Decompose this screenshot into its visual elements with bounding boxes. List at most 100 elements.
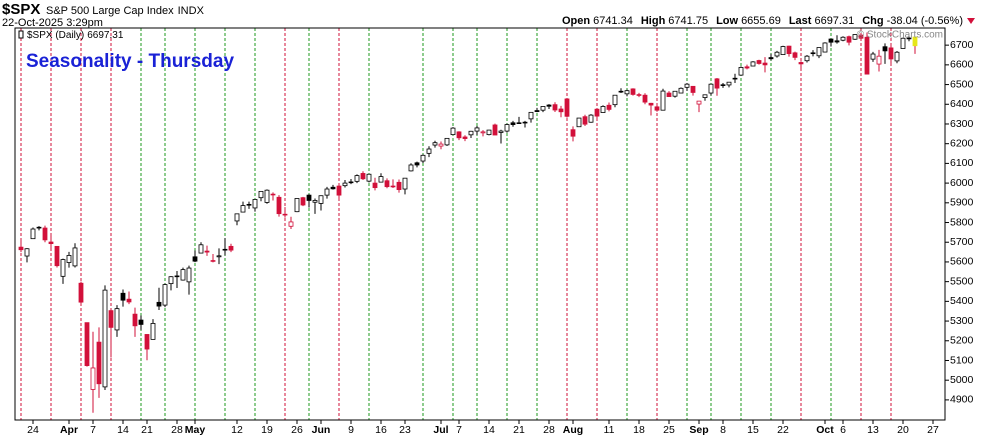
legend-label: $SPX (Daily) xyxy=(27,30,84,41)
candle-body xyxy=(864,36,870,75)
quote-note: (-0.56%) xyxy=(921,15,963,27)
quote-value: 6741.34 xyxy=(593,15,633,27)
candle-body xyxy=(210,260,216,262)
candle-body xyxy=(204,250,210,253)
legend-value: 6697.31 xyxy=(87,30,124,41)
x-tick-label: 6 xyxy=(840,424,846,436)
candle-body xyxy=(498,130,504,133)
candle-body xyxy=(330,186,336,190)
candle-body xyxy=(750,61,756,67)
candle-body xyxy=(180,269,186,281)
quote-label: High xyxy=(641,15,666,27)
y-tick-label: 6700 xyxy=(950,39,974,51)
legend: $SPX (Daily) 6697.31 xyxy=(27,30,124,41)
candle-body xyxy=(300,197,306,206)
candle-body xyxy=(336,185,342,196)
candle-body xyxy=(258,190,264,199)
y-tick-label: 5400 xyxy=(950,295,974,307)
candle-body xyxy=(654,106,660,111)
x-tick-label: 11 xyxy=(604,424,615,436)
candle-body xyxy=(42,227,48,241)
candle-body xyxy=(30,228,36,240)
x-tick-label: 23 xyxy=(399,424,411,436)
x-tick-label: Jul xyxy=(433,424,448,436)
candle-body xyxy=(882,46,888,52)
quote-label: Chg xyxy=(862,15,883,27)
candle-body xyxy=(492,124,498,136)
x-tick-label: 22 xyxy=(777,424,789,436)
y-tick-label: 5100 xyxy=(950,354,974,366)
candle-body xyxy=(642,94,648,103)
candle-body xyxy=(246,203,252,206)
candle-body xyxy=(156,301,162,307)
quote-label: Low xyxy=(716,15,738,27)
candle-body xyxy=(168,276,174,285)
candle-body xyxy=(72,247,78,267)
candle-body xyxy=(786,45,792,55)
candle-body xyxy=(672,90,678,97)
candle-body xyxy=(870,53,876,60)
x-tick-label: Oct xyxy=(816,424,834,436)
candle-body xyxy=(846,36,852,43)
symbol: $SPX xyxy=(2,1,40,18)
candle-body xyxy=(96,341,102,385)
candle-body xyxy=(540,106,546,111)
candle-body xyxy=(384,180,390,188)
down-arrow xyxy=(967,18,975,24)
candle-body xyxy=(780,46,786,56)
candle-body xyxy=(480,131,486,134)
y-tick-label: 6200 xyxy=(950,137,974,149)
x-tick-label: Jun xyxy=(312,424,331,436)
candle-body xyxy=(90,367,96,390)
candle-body xyxy=(162,284,168,306)
quote: Open 6741.34 High 6741.75 Low 6655.69 Last 6697… xyxy=(562,15,963,27)
candle-body xyxy=(318,195,324,204)
seasonality-lines xyxy=(20,28,892,420)
candle-body xyxy=(828,38,834,43)
candle-body xyxy=(696,100,702,105)
y-tick-label: 6500 xyxy=(950,78,974,90)
candle-body xyxy=(132,313,138,327)
y-tick-label: 5200 xyxy=(950,335,974,347)
candle-body xyxy=(402,177,408,190)
candle-body xyxy=(468,130,474,136)
candle-body xyxy=(396,181,402,191)
candle-body xyxy=(66,255,72,263)
x-tick-label: 12 xyxy=(231,424,243,436)
x-tick-label: Sep xyxy=(689,424,708,436)
candle-body xyxy=(288,221,294,227)
x-tick-label: Apr xyxy=(60,424,78,436)
candle-body xyxy=(858,34,864,39)
candle-body xyxy=(150,323,156,340)
y-tick-label: 5600 xyxy=(950,256,974,268)
y-tick-label: 4900 xyxy=(950,394,974,406)
candle-body xyxy=(594,108,600,117)
candle-body xyxy=(726,81,732,86)
candle-body xyxy=(774,51,780,57)
candle-body xyxy=(894,51,900,62)
candle-body xyxy=(54,245,60,267)
candle-body xyxy=(600,106,606,113)
candle-body xyxy=(426,148,432,154)
exchange: INDX xyxy=(178,5,205,17)
instrument-name: S&P 500 Large Cap Index xyxy=(46,5,174,17)
candle-body xyxy=(792,52,798,58)
copyright: © StockCharts.com xyxy=(857,30,943,41)
candle-body xyxy=(834,40,840,43)
candle-body xyxy=(630,88,636,95)
quote-label: Open xyxy=(562,15,590,27)
candle-body xyxy=(114,308,120,331)
instrument: S&P 500 Large Cap Index INDX xyxy=(46,5,205,17)
candle-body xyxy=(762,62,768,66)
candle-body xyxy=(354,175,360,182)
candle-body xyxy=(420,154,426,162)
candle-body xyxy=(522,121,528,124)
candle-body xyxy=(660,90,666,111)
candle-body xyxy=(276,196,282,215)
candle-body xyxy=(432,142,438,146)
candle-body xyxy=(78,282,84,303)
plot-frame xyxy=(14,27,946,421)
x-tick-label: 15 xyxy=(747,424,759,436)
candle-body xyxy=(120,292,126,301)
candle-body xyxy=(570,129,576,137)
